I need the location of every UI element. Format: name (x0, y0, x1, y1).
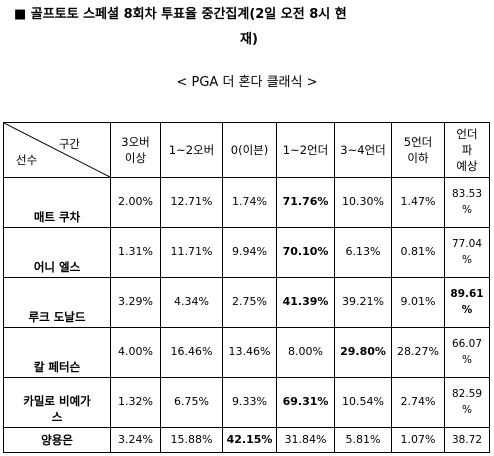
table-row: 매트 쿠차 2.00% 12.71% 1.74% 71.76% 10.30% 1.47% 83… (3, 177, 490, 228)
vote-rate-cell: 6.13% (334, 226, 392, 278)
column-header: 3~4언더 (334, 122, 392, 178)
vote-rate-cell: 12.71% (160, 177, 223, 228)
table-row: 카밀로 비예가 스 1.32% 6.75% 9.33% 69.31% 10.54% 2.74%… (3, 376, 490, 428)
vote-rate-cell: 3.24% (110, 426, 161, 454)
player-name: 매트 쿠차 (3, 177, 111, 228)
title-line-2: 재) (240, 32, 258, 47)
vote-rate-cell: 29.80% (334, 326, 392, 378)
vote-rate-cell: 9.94% (222, 226, 277, 278)
vote-rate-cell: 10.30% (334, 177, 392, 228)
column-header: 0(이븐) (222, 122, 277, 178)
vote-rate-cell: 11.71% (160, 226, 223, 278)
table-row: 루크 도날드 3.29% 4.34% 2.75% 41.39% 39.21% 9.01% 89… (3, 276, 490, 328)
diagonal-divider (4, 123, 110, 177)
vote-rate-cell: 82.59% (444, 376, 490, 428)
player-name: 어니 엘스 (3, 226, 111, 278)
vote-rate-cell: 16.46% (160, 326, 223, 378)
vote-rate-cell: 38.72 (444, 426, 490, 454)
vote-rate-cell: 83.53% (444, 177, 490, 228)
vote-rate-table: 구간 선수 3오버 이상 1~2오버 0(이븐) 1~2언더 3~4언더 5언더 이하 언더 파 예… (3, 122, 490, 454)
player-name: 루크 도날드 (3, 276, 111, 328)
column-header: 3오버 이상 (110, 122, 161, 178)
column-header: 1~2언더 (276, 122, 335, 178)
player-name: 카밀로 비예가 스 (3, 376, 111, 428)
corner-top-label: 구간 (58, 137, 80, 151)
player-name: 양용은 (3, 426, 111, 454)
vote-rate-cell: 1.31% (110, 226, 161, 278)
vote-rate-cell: 9.33% (222, 376, 277, 428)
vote-rate-cell: 13.46% (222, 326, 277, 378)
vote-rate-cell: 31.84% (276, 426, 335, 454)
vote-rate-cell: 1.07% (391, 426, 445, 454)
vote-rate-cell: 15.88% (160, 426, 223, 454)
vote-rate-cell: 2.75% (222, 276, 277, 328)
table-row: 어니 엘스 1.31% 11.71% 9.94% 70.10% 6.13% 0.81% 77.… (3, 226, 490, 278)
vote-rate-cell: 9.01% (391, 276, 445, 328)
vote-rate-cell: 28.27% (391, 326, 445, 378)
vote-rate-cell: 69.31% (276, 376, 335, 428)
table-row: 칼 페터슨 4.00% 16.46% 13.46% 8.00% 29.80% 28.27% 6… (3, 326, 490, 378)
vote-rate-cell: 66.07% (444, 326, 490, 378)
vote-rate-cell: 5.81% (334, 426, 392, 454)
vote-rate-cell: 1.32% (110, 376, 161, 428)
vote-rate-cell: 1.74% (222, 177, 277, 228)
vote-rate-cell: 41.39% (276, 276, 335, 328)
vote-rate-cell: 4.34% (160, 276, 223, 328)
vote-rate-cell: 89.61% (444, 276, 490, 328)
vote-rate-cell: 42.15% (222, 426, 277, 454)
tournament-subtitle: < PGA 더 혼다 클래식 > (176, 75, 318, 90)
vote-rate-cell: 71.76% (276, 177, 335, 228)
vote-rate-cell: 8.00% (276, 326, 335, 378)
vote-rate-cell: 2.74% (391, 376, 445, 428)
header-row: 구간 선수 3오버 이상 1~2오버 0(이븐) 1~2언더 3~4언더 5언더 이하 언더 파 예… (3, 122, 490, 178)
corner-bottom-label: 선수 (16, 153, 38, 167)
corner-header-cell: 구간 선수 (3, 122, 111, 178)
vote-rate-cell: 70.10% (276, 226, 335, 278)
vote-rate-cell: 2.00% (110, 177, 161, 228)
title-line-1: ■ 골프토토 스페셜 8회차 투표율 중간집계(2일 오전 8시 현 (14, 7, 347, 22)
column-header: 5언더 이하 (391, 122, 445, 178)
vote-rate-cell: 6.75% (160, 376, 223, 428)
table-row: 양용은 3.24% 15.88% 42.15% 31.84% 5.81% 1.07% 38.7… (3, 426, 490, 454)
vote-rate-cell: 77.04% (444, 226, 490, 278)
player-name: 칼 페터슨 (3, 326, 111, 378)
vote-rate-cell: 3.29% (110, 276, 161, 328)
column-header: 1~2오버 (160, 122, 223, 178)
vote-rate-cell: 0.81% (391, 226, 445, 278)
vote-rate-cell: 1.47% (391, 177, 445, 228)
page-title: ■ 골프토토 스페셜 8회차 투표율 중간집계(2일 오전 8시 현 재) (14, 2, 484, 52)
vote-rate-cell: 4.00% (110, 326, 161, 378)
vote-rate-cell: 10.54% (334, 376, 392, 428)
vote-rate-cell: 39.21% (334, 276, 392, 328)
column-header: 언더 파 예상 (444, 122, 490, 178)
